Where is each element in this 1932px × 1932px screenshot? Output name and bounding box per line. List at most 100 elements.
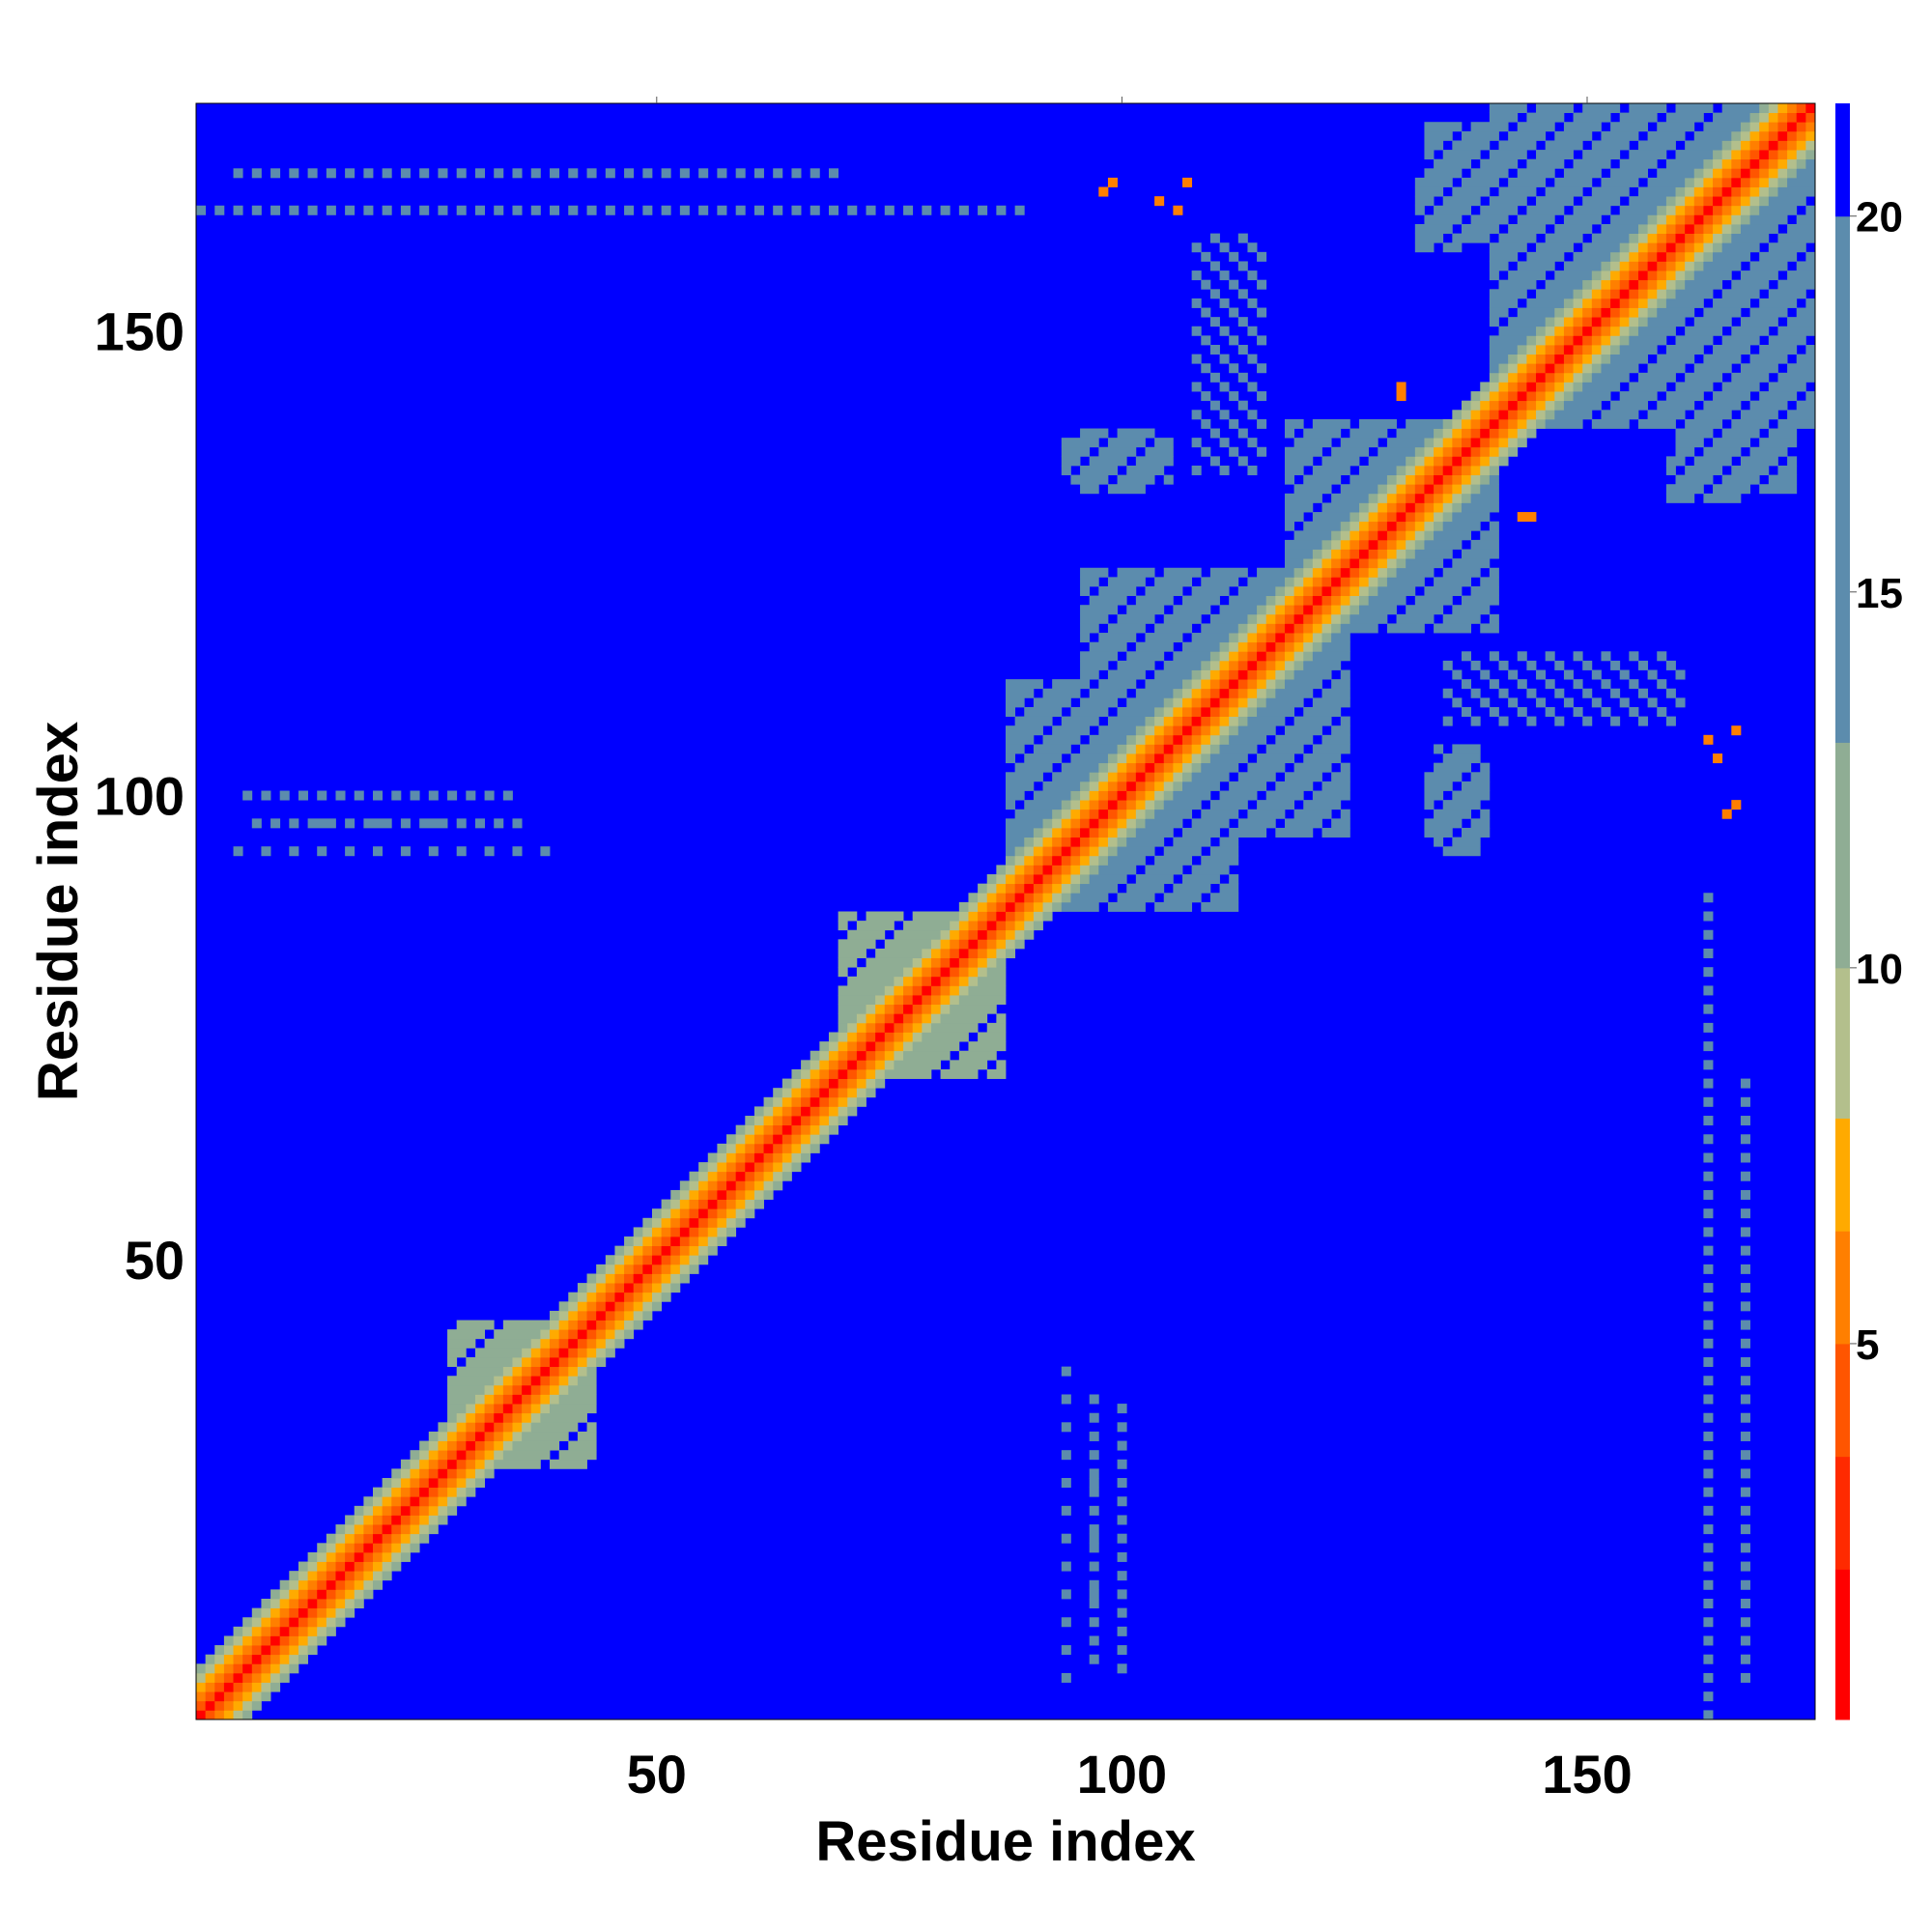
heatmap-cell [1378, 577, 1388, 587]
heatmap-cell [1601, 270, 1611, 281]
heatmap-cell [1582, 372, 1593, 383]
heatmap-cell [1693, 223, 1704, 234]
heatmap-cell [1647, 261, 1658, 271]
heatmap-cell [624, 1264, 635, 1274]
heatmap-cell [605, 1273, 615, 1284]
heatmap-cell [1665, 344, 1704, 355]
heatmap-cell [1182, 753, 1193, 764]
heatmap-cell [1573, 298, 1583, 308]
heatmap-cell [1610, 354, 1649, 364]
heatmap-cell [810, 1124, 820, 1135]
heatmap-cell [1089, 865, 1099, 875]
heatmap-cell [1629, 307, 1639, 318]
heatmap-cell [1461, 456, 1472, 467]
y-tick-label: 50 [125, 1230, 185, 1291]
heatmap-cell [1703, 205, 1714, 215]
heatmap-cell [1145, 716, 1155, 726]
heatmap-cell [1135, 753, 1146, 764]
heatmap-cell [745, 1116, 755, 1126]
heatmap-cell [279, 1599, 290, 1609]
heatmap-cell [1089, 1635, 1099, 1646]
heatmap-cell [707, 1180, 718, 1191]
heatmap-cell [1089, 827, 1099, 838]
y-tick-label: 100 [95, 765, 185, 826]
heatmap-cell [596, 1283, 607, 1293]
heatmap-cell [1247, 577, 1286, 587]
heatmap-cell [438, 1515, 448, 1525]
heatmap-cell [698, 1162, 709, 1173]
heatmap-cell [456, 1459, 467, 1469]
heatmap-cell [354, 1551, 364, 1562]
heatmap-cell [1414, 484, 1425, 495]
heatmap-cell [558, 1301, 569, 1312]
heatmap-cell [1359, 465, 1397, 475]
heatmap-cell [1536, 344, 1547, 355]
heatmap-cell [1610, 270, 1621, 281]
heatmap-cell [978, 911, 988, 922]
heatmap-cell [745, 1143, 755, 1153]
heatmap-cell [642, 1236, 653, 1247]
heatmap-cell [382, 1551, 392, 1562]
heatmap-cell [1703, 214, 1714, 225]
heatmap-cell [950, 921, 960, 931]
heatmap-cell [1498, 418, 1509, 429]
heatmap-cell [1024, 837, 1035, 847]
heatmap-cell [568, 1301, 579, 1312]
heatmap-cell [1237, 317, 1248, 327]
heatmap-cell [1396, 539, 1406, 550]
heatmap-cell [1703, 242, 1714, 253]
heatmap-cell [1237, 585, 1276, 596]
heatmap-cell [1573, 307, 1583, 318]
heatmap-cell [1107, 716, 1146, 726]
heatmap-cell [1703, 1376, 1714, 1386]
heatmap-cell [400, 1551, 411, 1562]
heatmap-cell [633, 1264, 643, 1274]
heatmap-cell [1749, 168, 1760, 179]
heatmap-cell [1284, 772, 1322, 782]
heatmap-cell [1331, 633, 1350, 643]
heatmap-cell [456, 1412, 467, 1423]
heatmap-cell [1396, 484, 1406, 495]
heatmap-cell [1442, 150, 1481, 160]
heatmap-cell [801, 1068, 811, 1079]
heatmap-cell [1201, 688, 1211, 698]
heatmap-cell [1080, 809, 1091, 819]
heatmap-cell [391, 790, 402, 801]
heatmap-cell [354, 1579, 364, 1590]
heatmap-cell [1321, 595, 1332, 606]
heatmap-cell [596, 1264, 607, 1274]
heatmap-cell [986, 921, 997, 931]
heatmap-cell [1331, 493, 1370, 503]
heatmap-cell [642, 168, 653, 179]
heatmap-cell [233, 1700, 243, 1711]
heatmap-cell [1740, 1672, 1750, 1683]
heatmap-cell [1201, 660, 1211, 670]
heatmap-cell [1163, 734, 1174, 745]
heatmap-cell [1006, 772, 1043, 782]
heatmap-cell [317, 1599, 327, 1609]
heatmap-cell [1657, 679, 1667, 690]
heatmap-cell [391, 1478, 402, 1489]
heatmap-cell [428, 1496, 439, 1507]
heatmap-cell [1340, 549, 1350, 559]
heatmap-cell [1209, 567, 1248, 578]
heatmap-cell [1117, 1551, 1127, 1562]
heatmap-cell [1731, 233, 1770, 243]
heatmap-cell [196, 1691, 207, 1702]
heatmap-cell [1434, 512, 1444, 523]
heatmap-cell [1117, 1571, 1127, 1581]
heatmap-cell [1703, 1599, 1714, 1609]
heatmap-cell [1740, 1412, 1750, 1423]
heatmap-cell [1014, 855, 1025, 866]
heatmap-cell [670, 1199, 681, 1209]
heatmap-cell [978, 205, 988, 215]
heatmap-cell [233, 1682, 243, 1692]
heatmap-cell [1275, 585, 1286, 596]
heatmap-cell [1024, 865, 1035, 875]
heatmap-cell [753, 1180, 764, 1191]
heatmap-cell [1582, 688, 1593, 698]
heatmap-cell [1284, 558, 1304, 569]
heatmap-cell [763, 1189, 774, 1200]
heatmap-cell [1721, 223, 1732, 234]
heatmap-cell [1107, 846, 1118, 857]
